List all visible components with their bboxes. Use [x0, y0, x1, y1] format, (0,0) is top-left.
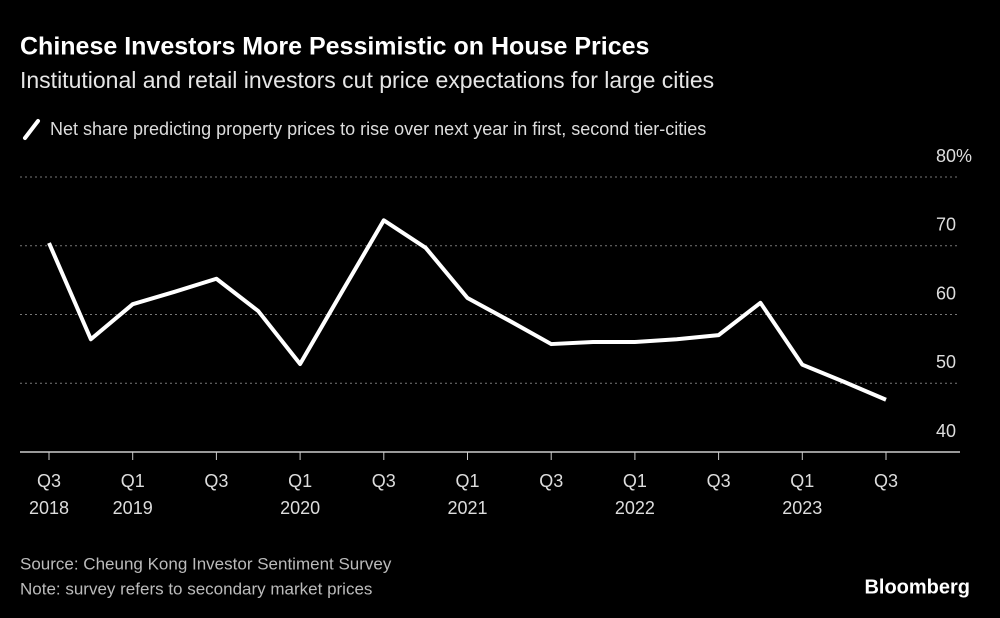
x-tick-label: Q3 — [707, 471, 731, 491]
y-tick-label: 80% — [936, 146, 972, 166]
x-tick-label: Q3 — [37, 471, 61, 491]
x-tick-label: Q1 — [455, 471, 479, 491]
x-year-label: 2022 — [615, 498, 655, 518]
x-year-label: 2018 — [29, 498, 69, 518]
x-tick-label: Q3 — [874, 471, 898, 491]
x-year-label: 2019 — [113, 498, 153, 518]
legend-label: Net share predicting property prices to … — [50, 119, 706, 139]
data-line — [47, 218, 887, 402]
chart-title: Chinese Investors More Pessimistic on Ho… — [20, 33, 649, 61]
y-tick-label: 70 — [936, 215, 956, 235]
chart-subtitle: Institutional and retail investors cut p… — [20, 67, 714, 93]
x-tick-label: Q3 — [372, 471, 396, 491]
legend-swatch — [23, 119, 40, 140]
y-tick-label: 60 — [936, 283, 956, 303]
x-year-label: 2021 — [447, 498, 487, 518]
x-tick-label: Q1 — [288, 471, 312, 491]
source: Source: Cheung Kong Investor Sentiment S… — [20, 554, 392, 573]
y-tick-label: 40 — [936, 421, 956, 441]
note: Note: survey refers to secondary market … — [20, 579, 372, 598]
y-tick-label: 50 — [936, 352, 956, 372]
x-tick-label: Q1 — [623, 471, 647, 491]
x-tick-label: Q3 — [204, 471, 228, 491]
x-tick-label: Q1 — [790, 471, 814, 491]
brand: Bloomberg — [864, 576, 970, 598]
x-year-label: 2023 — [782, 498, 822, 518]
x-tick-label: Q3 — [539, 471, 563, 491]
x-tick-label: Q1 — [121, 471, 145, 491]
x-year-label: 2020 — [280, 498, 320, 518]
